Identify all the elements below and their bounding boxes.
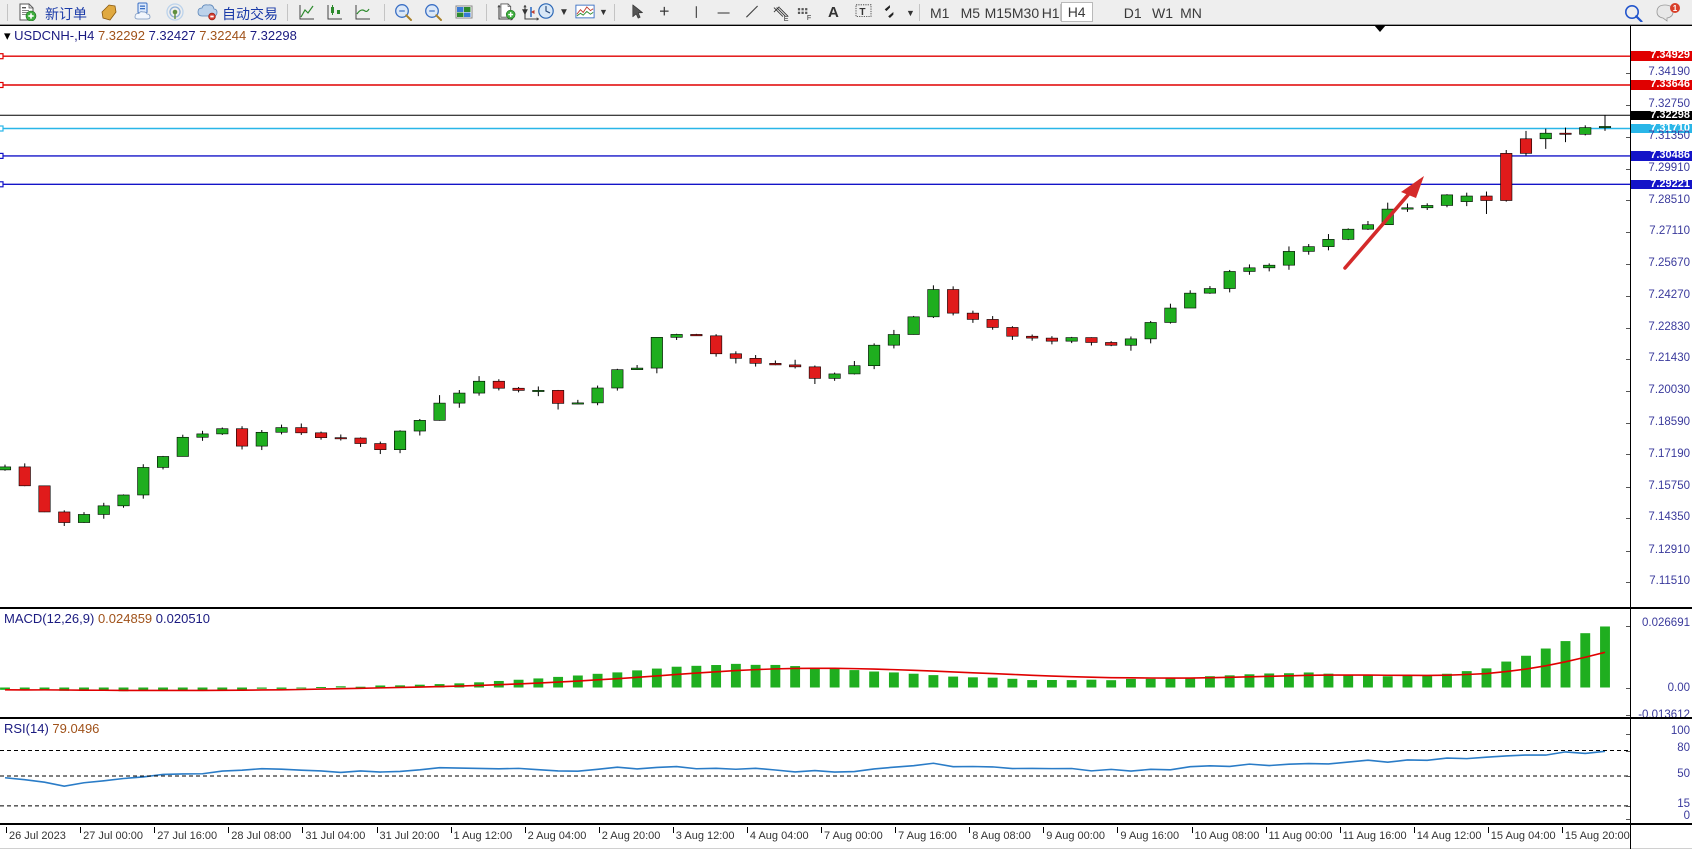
svg-text:F: F (807, 13, 812, 20)
svg-text:T: T (859, 7, 865, 18)
svg-text:1: 1 (1673, 4, 1678, 13)
svg-text:E: E (784, 15, 789, 21)
